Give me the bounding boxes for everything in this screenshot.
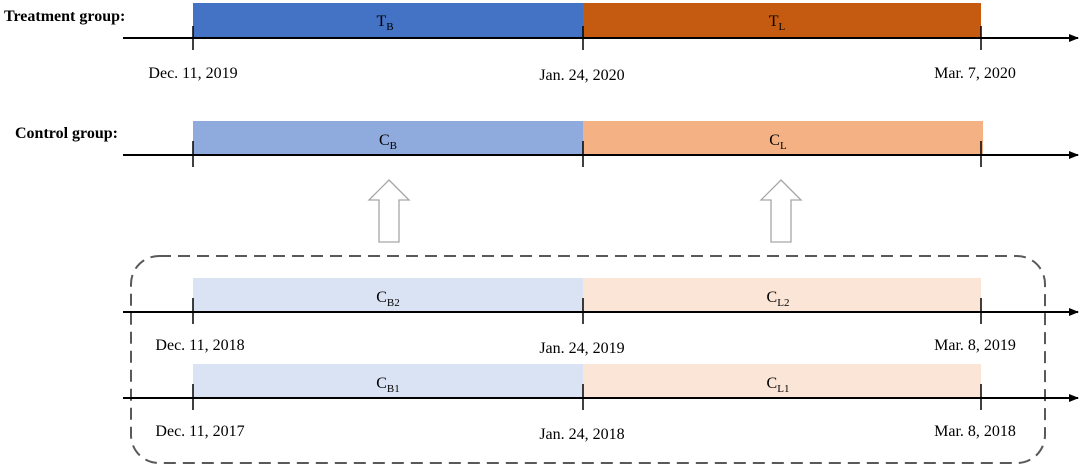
control-group-label: Control group: — [15, 125, 118, 142]
control-2018-mid-date: Jan. 24, 2018 — [539, 426, 624, 443]
control-2019-start-date: Dec. 11, 2018 — [155, 337, 244, 354]
treatment-lockdown-bar — [583, 3, 981, 37]
control-before-label: CB — [379, 132, 397, 152]
control-2019-before-bar — [193, 278, 583, 311]
treatment-group-row: Treatment group: TB TL Dec. 11, 2019 Jan… — [4, 3, 1079, 84]
treatment-lockdown-label: TL — [769, 13, 786, 33]
control-2018-end-date: Mar. 8, 2018 — [934, 423, 1016, 440]
control-2018-row: CB1 CL1 Dec. 11, 2017 Jan. 24, 2018 Mar.… — [123, 364, 1079, 443]
control-2019-before-label: CB2 — [376, 289, 400, 309]
historical-controls-box — [130, 255, 1046, 464]
up-arrow-before-icon — [367, 179, 411, 243]
treatment-before-bar — [193, 3, 583, 37]
control-2019-lockdown-bar — [583, 278, 981, 311]
up-arrow-lockdown-icon — [759, 179, 803, 243]
treatment-end-date: Mar. 7, 2020 — [934, 65, 1016, 82]
control-group-row: Control group: CB CL — [15, 121, 1079, 167]
control-2018-lockdown-bar — [583, 364, 981, 397]
treatment-mid-date: Jan. 24, 2020 — [539, 67, 624, 84]
control-2018-before-label: CB1 — [376, 375, 400, 395]
treatment-start-date: Dec. 11, 2019 — [148, 65, 237, 82]
control-2018-start-date: Dec. 11, 2017 — [155, 423, 244, 440]
control-2019-mid-date: Jan. 24, 2019 — [539, 340, 624, 357]
control-2018-before-bar — [193, 364, 583, 397]
control-2019-row: CB2 CL2 Dec. 11, 2018 Jan. 24, 2019 Mar.… — [123, 278, 1079, 357]
control-2019-end-date: Mar. 8, 2019 — [934, 337, 1016, 354]
control-lockdown-bar — [583, 121, 983, 154]
control-2018-lockdown-label: CL1 — [767, 375, 790, 395]
control-lockdown-label: CL — [769, 132, 787, 152]
treatment-group-label: Treatment group: — [4, 8, 125, 25]
control-2019-lockdown-label: CL2 — [767, 289, 790, 309]
control-before-bar — [193, 121, 583, 154]
treatment-before-label: TB — [376, 13, 393, 33]
